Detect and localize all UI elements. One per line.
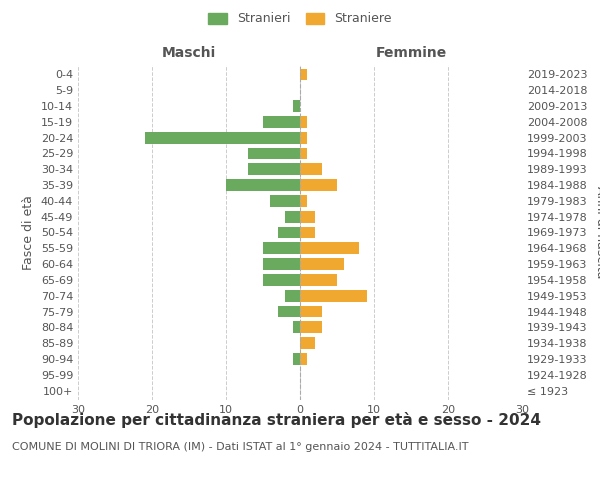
Bar [278, 226, 300, 238]
Bar [300, 195, 307, 207]
Legend: Stranieri, Straniere: Stranieri, Straniere [205, 8, 395, 29]
Bar [263, 258, 300, 270]
Bar [300, 322, 322, 333]
Bar [300, 68, 307, 80]
Bar [248, 164, 300, 175]
Bar [145, 132, 300, 143]
Bar [271, 195, 300, 207]
Bar [263, 242, 300, 254]
Bar [300, 164, 322, 175]
Bar [285, 290, 300, 302]
Bar [263, 116, 300, 128]
Bar [226, 179, 300, 191]
Bar [300, 337, 315, 349]
Bar [300, 353, 307, 365]
Bar [300, 226, 315, 238]
Bar [248, 148, 300, 160]
Bar [300, 274, 337, 286]
Text: Femmine: Femmine [376, 46, 446, 60]
Bar [293, 353, 300, 365]
Text: COMUNE DI MOLINI DI TRIORA (IM) - Dati ISTAT al 1° gennaio 2024 - TUTTITALIA.IT: COMUNE DI MOLINI DI TRIORA (IM) - Dati I… [12, 442, 469, 452]
Y-axis label: Fasce di età: Fasce di età [22, 195, 35, 270]
Bar [300, 179, 337, 191]
Bar [278, 306, 300, 318]
Bar [293, 100, 300, 112]
Y-axis label: Anni di nascita: Anni di nascita [594, 186, 600, 279]
Bar [300, 132, 307, 143]
Bar [300, 116, 307, 128]
Text: Maschi: Maschi [162, 46, 216, 60]
Bar [285, 211, 300, 222]
Bar [300, 148, 307, 160]
Bar [263, 274, 300, 286]
Bar [300, 306, 322, 318]
Bar [300, 290, 367, 302]
Bar [293, 322, 300, 333]
Bar [300, 242, 359, 254]
Text: Popolazione per cittadinanza straniera per età e sesso - 2024: Popolazione per cittadinanza straniera p… [12, 412, 541, 428]
Bar [300, 211, 315, 222]
Bar [300, 258, 344, 270]
